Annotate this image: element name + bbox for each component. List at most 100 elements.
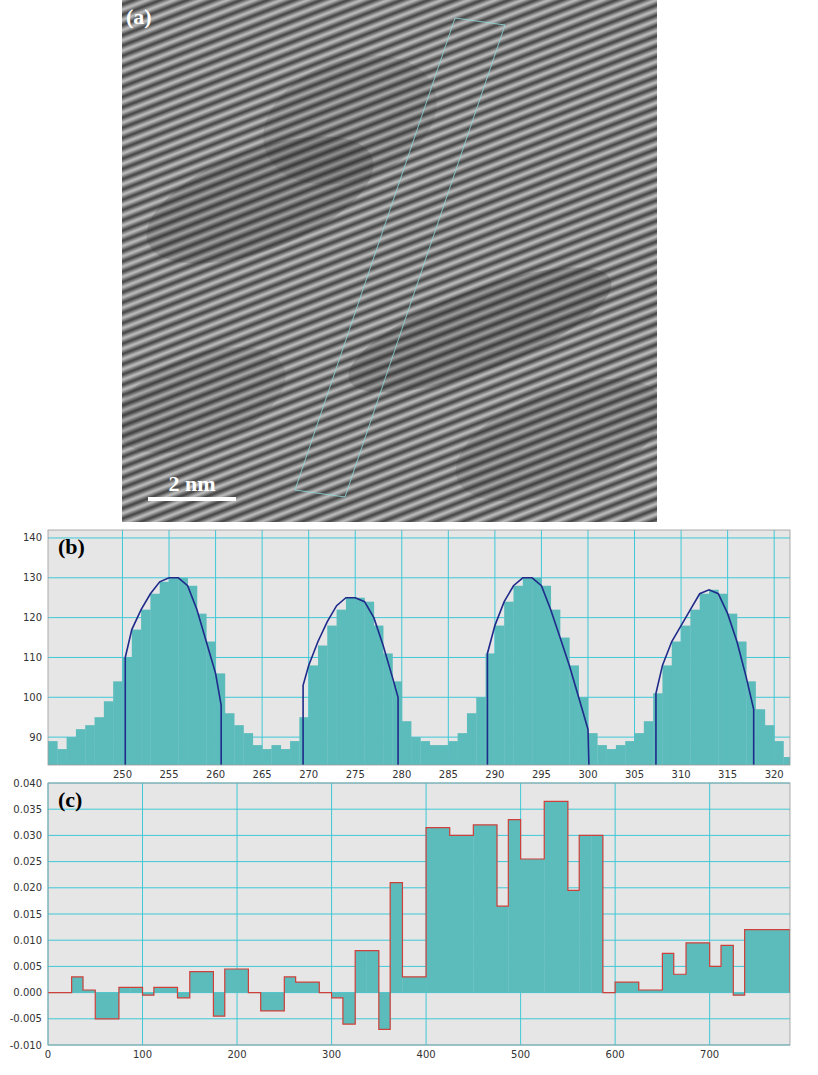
bar <box>355 951 367 993</box>
tick-label: 310 <box>672 769 691 780</box>
bar <box>420 741 430 765</box>
tick-label: 200 <box>227 1049 246 1060</box>
fit-curve <box>487 578 588 765</box>
bar <box>625 741 635 765</box>
tick-label: 0.040 <box>13 778 42 789</box>
image-panel <box>122 0 657 522</box>
tick-label: 275 <box>346 769 365 780</box>
bar <box>592 835 604 992</box>
bar <box>57 749 67 765</box>
bar <box>757 930 790 993</box>
bar <box>225 969 238 993</box>
bar <box>521 859 533 993</box>
bar <box>616 745 626 765</box>
bar <box>523 578 533 765</box>
bar <box>560 638 570 765</box>
bar <box>467 713 477 765</box>
bar <box>653 693 663 765</box>
tick-label: 260 <box>206 769 225 780</box>
bar <box>541 586 551 765</box>
bar <box>579 697 589 765</box>
tick-label: 320 <box>765 769 784 780</box>
grid-line <box>48 914 790 915</box>
bar <box>318 646 328 765</box>
bar <box>177 993 190 998</box>
bar <box>662 953 674 992</box>
figure: (a)2 nm250255260265270275280285290295300… <box>0 0 818 1075</box>
bar <box>532 859 545 993</box>
fit-curve <box>303 598 398 765</box>
grid-line <box>48 537 790 538</box>
bar <box>426 828 450 993</box>
tick-label: 300 <box>322 1049 341 1060</box>
bar <box>76 729 86 765</box>
plot-frame <box>48 783 790 1045</box>
bar <box>284 977 296 993</box>
bar <box>774 741 784 765</box>
panel-label: (a) <box>126 4 152 29</box>
bar <box>411 737 421 765</box>
grid-line <box>262 530 263 765</box>
bar <box>430 745 440 765</box>
bar <box>190 972 214 993</box>
contrast-patch <box>244 32 455 209</box>
bar <box>681 626 691 765</box>
bar <box>95 993 119 1019</box>
tick-label: 700 <box>700 1049 719 1060</box>
bar <box>607 749 617 765</box>
tick-label: 140 <box>23 532 42 543</box>
tick-label: 315 <box>718 769 737 780</box>
tick-label: 130 <box>23 572 42 583</box>
bar <box>104 701 114 765</box>
bar <box>635 733 645 765</box>
tick-label: 255 <box>159 769 178 780</box>
bar <box>756 709 766 765</box>
bar <box>225 713 235 765</box>
bar <box>72 977 84 993</box>
fit-curve <box>125 578 221 765</box>
tick-label: 100 <box>133 1049 152 1060</box>
tick-label: 305 <box>625 769 644 780</box>
tick-label: 0 <box>45 1049 51 1060</box>
contrast-patch <box>122 326 300 475</box>
bar <box>130 987 143 992</box>
bar <box>532 578 542 765</box>
bar <box>281 749 291 765</box>
bar <box>783 757 790 765</box>
tick-label: 0.030 <box>13 830 42 841</box>
bar <box>85 725 95 765</box>
bar <box>154 987 178 992</box>
grid-line <box>48 887 790 888</box>
grid-line <box>48 1018 790 1019</box>
bar <box>296 982 309 992</box>
bar <box>262 749 272 765</box>
bar <box>662 665 672 765</box>
profile-box <box>295 18 505 497</box>
chart-panel: 2502552602652702752802852902953003053103… <box>23 530 793 780</box>
bar <box>579 835 592 992</box>
bar <box>150 594 160 765</box>
grid-line <box>48 809 790 810</box>
tick-label: 0.005 <box>13 961 42 972</box>
grid-line <box>448 530 449 765</box>
bar <box>710 966 722 992</box>
scale-bar-label: 2 nm <box>168 471 215 496</box>
bar <box>473 825 497 993</box>
tick-label: 110 <box>23 652 42 663</box>
step-outline <box>48 801 790 1029</box>
bar <box>672 642 682 765</box>
tick-label: 0.020 <box>13 882 42 893</box>
bar <box>513 586 523 765</box>
bar <box>450 835 474 992</box>
tick-label: 500 <box>511 1049 530 1060</box>
bar <box>379 993 391 1030</box>
bar <box>48 741 58 765</box>
bar <box>237 969 249 993</box>
grid-line <box>48 577 790 578</box>
bar <box>337 610 347 765</box>
tick-label: -0.005 <box>10 1013 42 1024</box>
marks <box>48 801 790 1029</box>
chart-panel: 0100200300400500600700-0.010-0.0050.0000… <box>10 778 791 1061</box>
tick-label: 120 <box>23 612 42 623</box>
tick-label: 0.035 <box>13 804 42 815</box>
